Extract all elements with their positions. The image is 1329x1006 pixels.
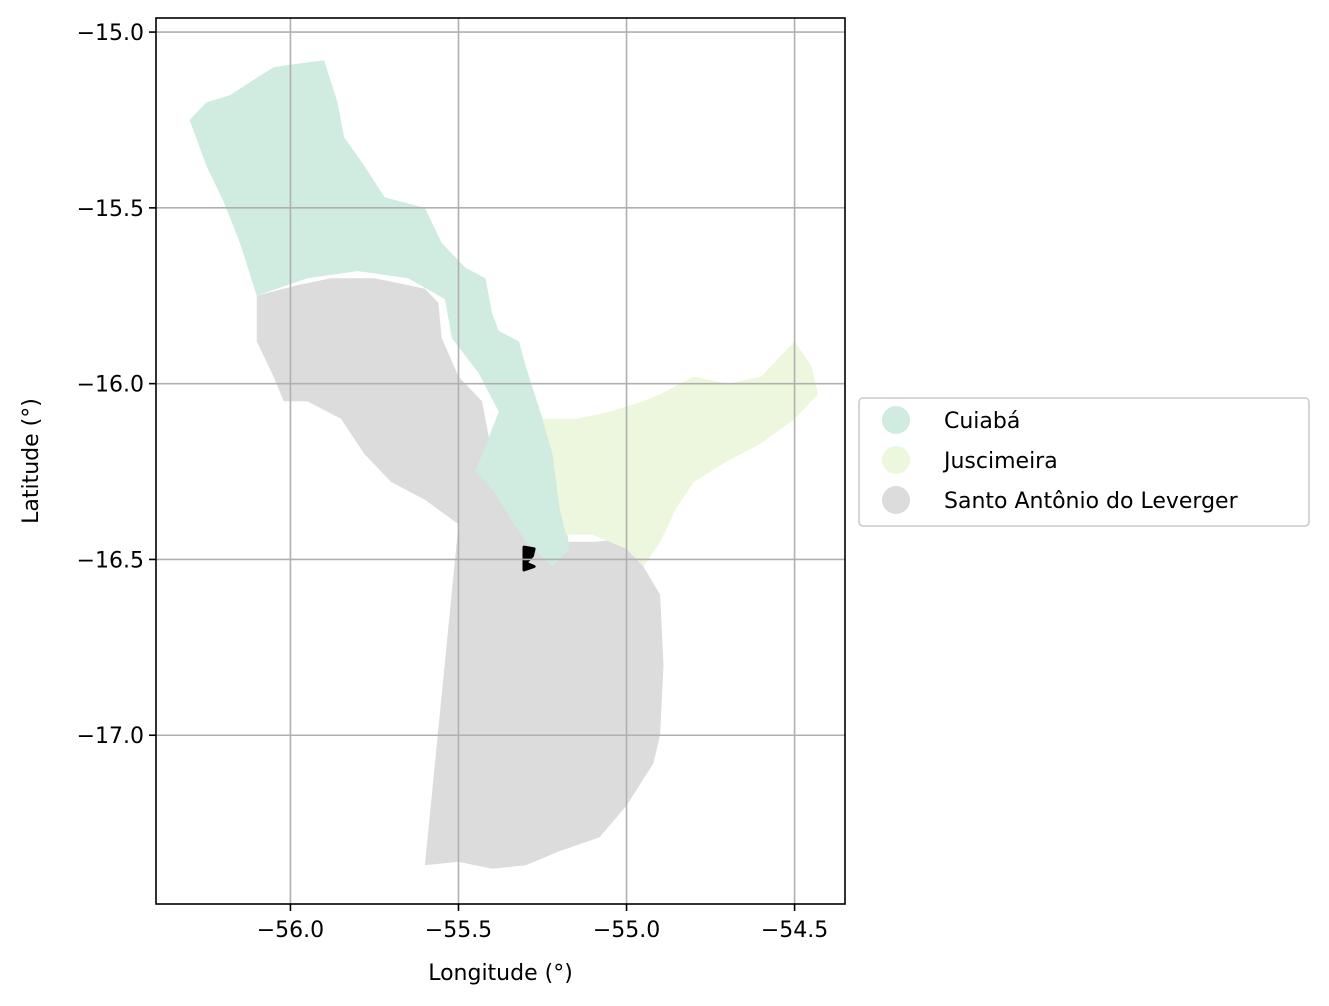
- y-tick-label: −16.0: [77, 373, 144, 398]
- marker-area: [522, 545, 536, 572]
- y-axis-title: Latitude (°): [19, 398, 44, 524]
- region-juscimeira: [542, 341, 819, 567]
- y-tick-label: −16.5: [77, 548, 144, 573]
- region-santo-antonio-do-leverger: [256, 278, 664, 869]
- legend-swatch: [882, 486, 910, 514]
- y-tick-label: −17.0: [77, 724, 144, 749]
- legend-swatch: [882, 446, 910, 474]
- legend-label: Cuiabá: [944, 409, 1020, 434]
- x-tick-label: −54.5: [761, 918, 828, 943]
- marker-layer: [522, 545, 536, 572]
- legend-label: Juscimeira: [942, 449, 1058, 474]
- legend-swatch: [882, 406, 910, 434]
- legend-box: [858, 397, 1310, 527]
- plot-frame: [155, 17, 846, 905]
- y-tick-label: −15.0: [77, 21, 144, 46]
- x-tick-label: −56.0: [257, 918, 324, 943]
- grid-layer: [156, 18, 845, 904]
- legend-label: Santo Antônio do Leverger: [944, 489, 1239, 514]
- ticks-layer: −56.0 −55.5 −55.0 −54.5 −15.0 −15.5 −16.0 −16.5…: [77, 21, 829, 943]
- x-axis-title: Longitude (°): [428, 961, 573, 986]
- regions-layer: [189, 60, 819, 869]
- x-tick-label: −55.0: [593, 918, 660, 943]
- y-tick-label: −15.5: [77, 197, 144, 222]
- legend: Cuiabá Juscimeira Santo Antônio do Leverge…: [858, 397, 1310, 527]
- region-cuiaba: [189, 60, 570, 567]
- x-tick-label: −55.5: [425, 918, 492, 943]
